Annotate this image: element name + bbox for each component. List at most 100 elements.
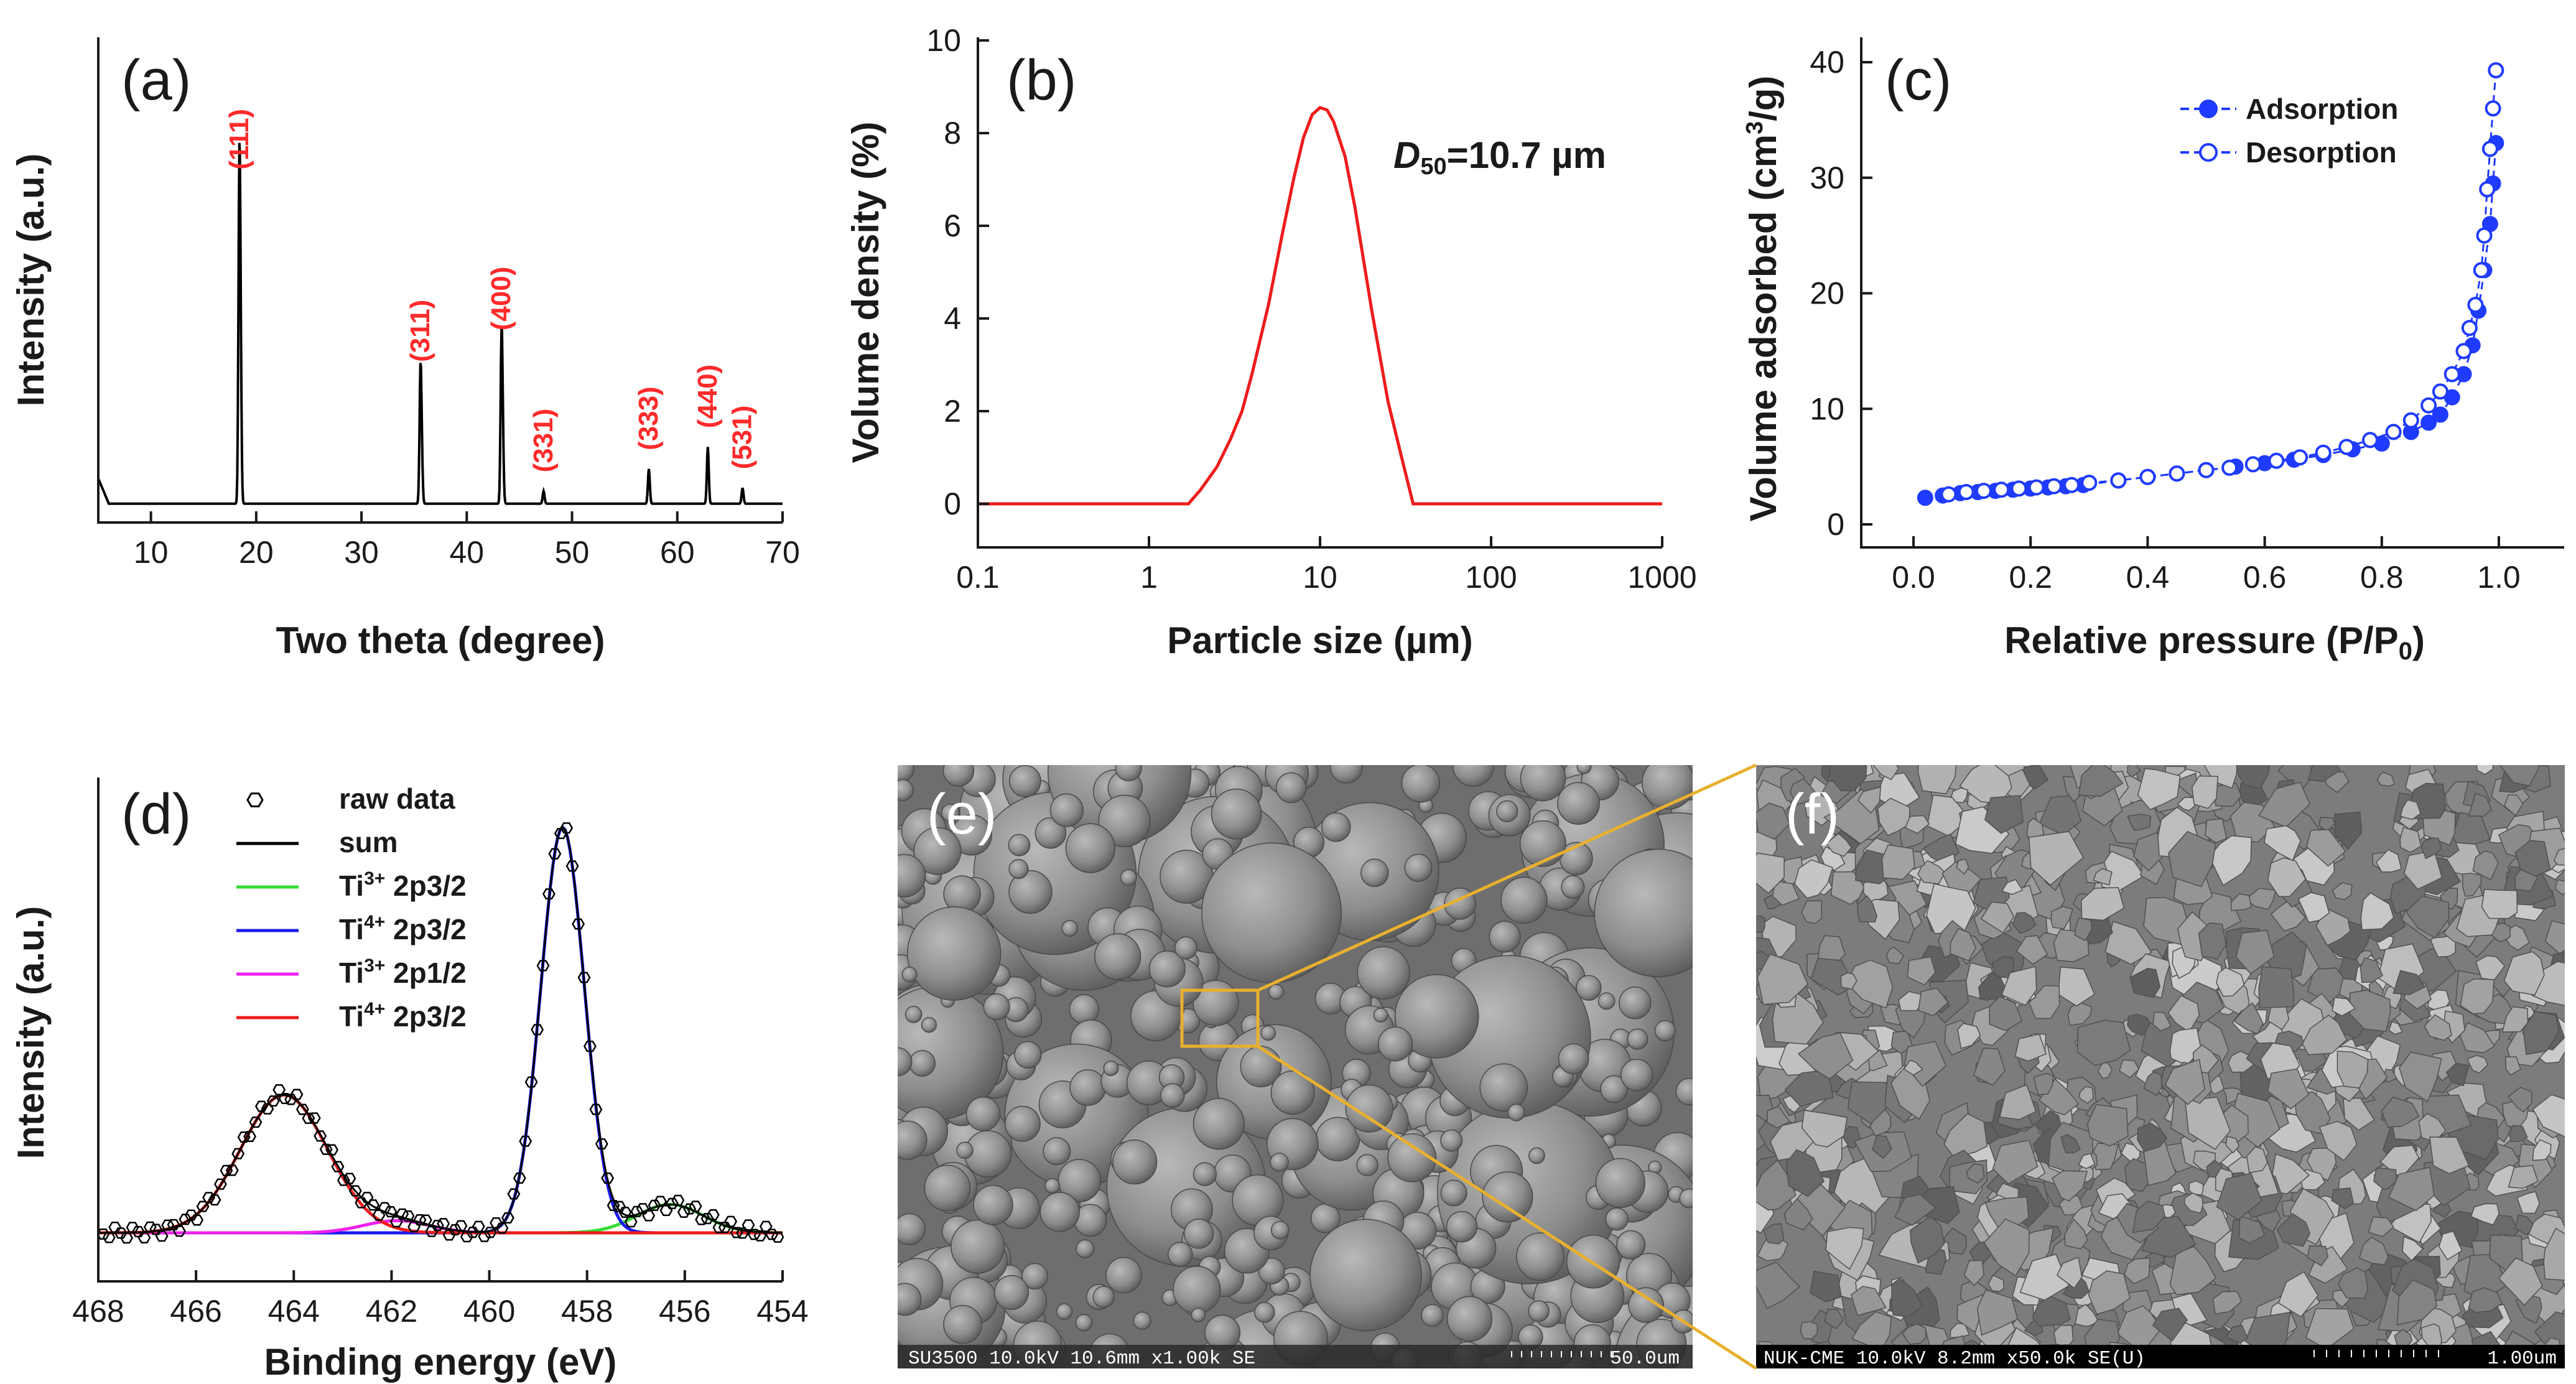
f-grain xyxy=(1785,1149,1825,1197)
f-grain xyxy=(2078,1153,2096,1169)
e-particle xyxy=(1065,823,1116,873)
f-grain xyxy=(2119,1059,2140,1079)
d-raw-data-point xyxy=(642,1210,656,1222)
c-x-tick-label-0.6: 0.6 xyxy=(2243,560,2287,595)
e-particle xyxy=(1558,1043,1589,1075)
e-particle xyxy=(901,966,918,983)
f-grain xyxy=(2421,837,2442,860)
f-grain xyxy=(1902,1323,1927,1345)
a-peak-label-4: (333) xyxy=(633,386,664,450)
d-raw-data-point xyxy=(513,1172,526,1184)
f-grain xyxy=(1957,1023,1981,1049)
e-particle xyxy=(1309,1219,1422,1332)
e-particle xyxy=(1211,788,1262,840)
b-x-tick-label-10: 10 xyxy=(1303,560,1337,595)
e-particle xyxy=(1148,950,1186,988)
e-particle xyxy=(1268,984,1284,1000)
f-grain xyxy=(2127,765,2141,778)
d-raw-data-point xyxy=(466,1227,480,1238)
b-axes-frame xyxy=(977,37,1662,549)
f-grain xyxy=(1988,1274,2005,1293)
panel-d-label: (d) xyxy=(121,783,191,846)
f-grain xyxy=(2164,1059,2206,1105)
d-raw-data-point xyxy=(771,1231,784,1243)
b-y-tick-label-8: 8 xyxy=(944,116,961,151)
f-grain xyxy=(2360,892,2394,931)
f-grain xyxy=(2183,1192,2203,1214)
d-raw-data-point xyxy=(449,1224,462,1235)
f-grain xyxy=(2504,1056,2521,1076)
d-x-tick-label-458: 458 xyxy=(561,1294,613,1329)
f-grain xyxy=(1886,946,1905,965)
b-y-tick-label-4: 4 xyxy=(944,301,961,336)
e-particle xyxy=(1044,1177,1061,1194)
f-grain xyxy=(1904,1041,1947,1087)
e-particle xyxy=(956,1141,974,1159)
e-zoom-box xyxy=(1180,988,1260,1048)
f-grain xyxy=(2062,1275,2090,1299)
e-particle xyxy=(1329,765,1364,784)
d-raw-data-point xyxy=(554,827,567,840)
e-particle xyxy=(993,1275,1030,1310)
e-particle xyxy=(1516,1232,1565,1281)
f-grain xyxy=(2169,1246,2217,1296)
f-grain xyxy=(2212,1291,2243,1315)
d-raw-data-point xyxy=(266,1095,280,1107)
e-particle xyxy=(898,853,926,898)
c-point-desorption xyxy=(2481,141,2498,157)
f-grain xyxy=(2405,895,2450,939)
f-grain xyxy=(2450,812,2491,845)
d-raw-data-point xyxy=(472,1220,485,1232)
f-grain xyxy=(2388,1166,2435,1212)
f-grain xyxy=(1800,1321,1818,1340)
e-particle xyxy=(1058,1159,1101,1202)
f-grain xyxy=(2337,1266,2368,1299)
b-d50-value: =10.7 µm xyxy=(1447,134,1606,176)
d-raw-data-point xyxy=(249,1117,263,1128)
c-y-tick-label-10: 10 xyxy=(1810,391,1844,426)
a-series-line xyxy=(97,142,783,505)
f-grain xyxy=(2152,1307,2188,1342)
e-particle xyxy=(898,1283,922,1316)
f-grain xyxy=(2168,830,2216,888)
f-grain xyxy=(2238,1215,2266,1244)
f-grain xyxy=(2543,1227,2565,1281)
f-grain xyxy=(2404,850,2443,890)
e-particle xyxy=(1076,1239,1095,1258)
e-particle xyxy=(1112,1140,1158,1185)
e-particle xyxy=(1594,848,1693,977)
f-grain xyxy=(2438,1230,2463,1261)
f-grain xyxy=(2033,1072,2054,1095)
b-x-tick-label-100: 100 xyxy=(1465,560,1517,595)
f-grain xyxy=(2124,1257,2151,1284)
f-scale-text: 1.00um xyxy=(2487,1348,2557,1370)
f-grain xyxy=(2258,781,2310,828)
e-particle xyxy=(1357,946,1410,1000)
f-grain xyxy=(2053,1324,2074,1346)
f-grain xyxy=(1992,1140,2039,1185)
f-grain xyxy=(1973,1047,2006,1086)
f-grain xyxy=(2076,1019,2131,1066)
f-grain xyxy=(2332,882,2353,900)
f-grain xyxy=(2516,1191,2541,1214)
f-grain xyxy=(1980,901,2015,934)
d-x-axis-title: Binding energy (eV) xyxy=(264,1341,617,1383)
c-point-desorption xyxy=(2028,479,2045,496)
f-grain xyxy=(1917,860,1946,885)
d-raw-data-point xyxy=(700,1213,714,1225)
d-raw-data-point xyxy=(524,1076,538,1088)
f-grain xyxy=(1810,1270,1842,1303)
d-raw-data-point xyxy=(108,1221,122,1233)
f-grain xyxy=(2078,1085,2094,1104)
c-point-desorption xyxy=(2198,462,2215,478)
f-grain xyxy=(2307,765,2341,783)
e-particle xyxy=(1008,834,1031,857)
f-grain xyxy=(1756,1159,1797,1211)
e-particle xyxy=(1595,1158,1646,1209)
f-grain xyxy=(2501,1006,2529,1033)
d-raw-data-point xyxy=(314,1130,327,1142)
f-grain xyxy=(2396,1279,2438,1326)
b-y-axis-title: Volume density (%) xyxy=(845,122,886,463)
f-grain xyxy=(1904,815,1930,834)
